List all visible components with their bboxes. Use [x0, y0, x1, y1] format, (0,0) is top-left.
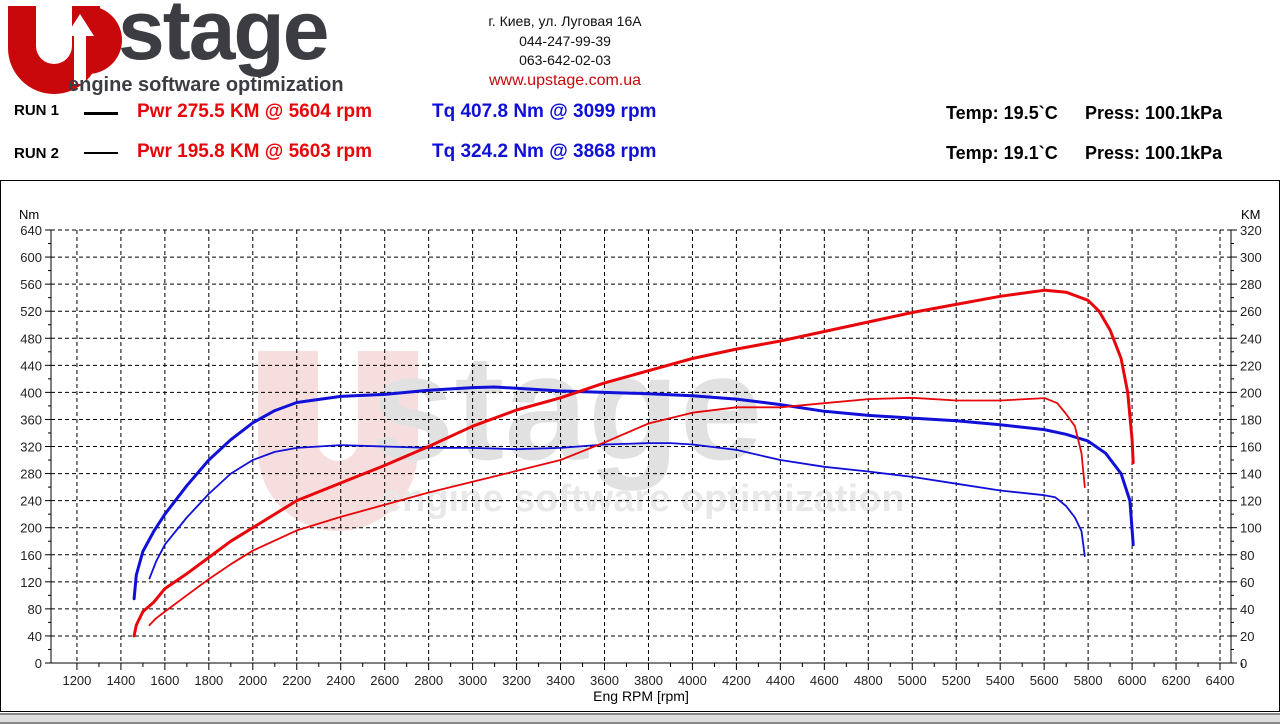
series-line-run-1-torque-nm	[132, 385, 1135, 601]
watermark-tagline: engine software optimization	[381, 478, 905, 520]
x-tick-label: 4200	[722, 673, 751, 688]
phone-2: 063-642-02-03	[519, 52, 611, 68]
x-tick-label: 5200	[942, 673, 971, 688]
x-tick-label: 3400	[546, 673, 575, 688]
y-right-tick-label: 300	[1240, 250, 1262, 265]
run2-legend-line	[84, 152, 118, 154]
x-tick-label: 6400	[1206, 673, 1235, 688]
y-left-tick-label: 120	[20, 575, 42, 590]
y-right-tick-label: 20	[1240, 629, 1254, 644]
y-right-tick-label: 60	[1240, 575, 1254, 590]
y-right-tick-label: 260	[1240, 304, 1262, 319]
x-tick-label: 3200	[502, 673, 531, 688]
logo-wordmark: stage	[118, 0, 329, 77]
y-right-tick-label: 320	[1240, 223, 1262, 238]
x-tick-label: 3000	[458, 673, 487, 688]
x-tick-label: 1400	[106, 673, 135, 688]
y-right-tick-label: 140	[1240, 467, 1262, 482]
x-tick-label: 5400	[986, 673, 1015, 688]
series-line-run-1-power-km	[132, 288, 1135, 638]
y-right-tick-label: 200	[1240, 385, 1262, 400]
series-line-run-2-torque-nm	[148, 442, 1086, 580]
y-right-tick-label: 80	[1240, 548, 1254, 563]
y-left-tick-label: 480	[20, 331, 42, 346]
x-tick-label: 6000	[1118, 673, 1147, 688]
x-tick-label: 1600	[150, 673, 179, 688]
y-left-tick-label: 160	[20, 548, 42, 563]
y-right-tick-label: 100	[1240, 521, 1262, 536]
x-tick-label: 5800	[1074, 673, 1103, 688]
x-tick-label: 4400	[766, 673, 795, 688]
x-tick-label: 5600	[1030, 673, 1059, 688]
x-tick-label: 2600	[370, 673, 399, 688]
logo-tagline: engine software optimization	[68, 74, 344, 96]
address: г. Киев, ул. Луговая 16А	[488, 13, 642, 29]
run1-label: RUN 1	[14, 102, 60, 119]
y-left-tick-label: 400	[20, 385, 42, 400]
run1-power: Pwr 275.5 KM @ 5604 rpm	[137, 101, 373, 122]
y-left-tick-label: 360	[20, 412, 42, 427]
x-tick-label: 2800	[414, 673, 443, 688]
logo-arrow-icon	[66, 14, 94, 36]
contact-block: г. Киев, ул. Луговая 16А 044-247-99-39 0…	[440, 12, 690, 90]
y-right-tick-label: 160	[1240, 440, 1262, 455]
x-tick-label: 1800	[194, 673, 223, 688]
y-right-tick-label: 280	[1240, 277, 1262, 292]
x-tick-label: 2200	[282, 673, 311, 688]
run2-power: Pwr 195.8 KM @ 5603 rpm	[137, 141, 373, 162]
y-right-tick-label: 240	[1240, 331, 1262, 346]
run2-label: RUN 2	[14, 145, 60, 162]
x-tick-label: 4000	[678, 673, 707, 688]
website-link[interactable]: www.upstage.com.ua	[488, 71, 642, 89]
bottom-border	[0, 713, 1280, 724]
y-left-label: Nm	[19, 207, 39, 222]
y-right-tick-label: 40	[1240, 602, 1254, 617]
y-left-tick-label: 320	[20, 440, 42, 455]
series-group	[132, 288, 1135, 638]
y-left-tick-label: 640	[20, 223, 42, 238]
x-tick-label: 5000	[898, 673, 927, 688]
y-left-tick-label: 200	[20, 521, 42, 536]
y-left-tick-label: 40	[28, 629, 42, 644]
run2-temp: Temp: 19.1`C	[946, 143, 1058, 163]
upstage-logo: stage engine software optimization	[6, 0, 406, 96]
y-left-tick-label: 280	[20, 467, 42, 482]
y-left-tick-label: 240	[20, 494, 42, 509]
dyno-chart: stage engine software optimization 1200 1…	[0, 180, 1280, 712]
watermark: stage engine software optimization	[258, 323, 905, 531]
y-right-tick-label: 0	[1240, 656, 1247, 671]
x-axis-label: Eng RPM [rpm]	[593, 688, 689, 704]
chart-svg: stage engine software optimization 1200 1…	[19, 207, 1262, 704]
x-tick-label: 4600	[810, 673, 839, 688]
x-tick-label: 3600	[590, 673, 619, 688]
watermark-text: stage	[371, 323, 763, 491]
y-right-tick-label: 220	[1240, 358, 1262, 373]
run1-press: Press: 100.1kPa	[1085, 103, 1223, 123]
run2-press: Press: 100.1kPa	[1085, 143, 1223, 163]
y-left-tick-label: 440	[20, 358, 42, 373]
x-tick-label: 3800	[634, 673, 663, 688]
x-tick-label: 1200	[62, 673, 91, 688]
y-left-tick-label: 80	[28, 602, 42, 617]
run1-temp: Temp: 19.5`C	[946, 103, 1058, 123]
x-tick-label: 6200	[1162, 673, 1191, 688]
run2-torque: Tq 324.2 Nm @ 3868 rpm	[432, 141, 657, 162]
axes: 1200 1400 1600 1800 2000 2200 2400 2600 2800 3000…	[20, 223, 1261, 688]
run1-torque: Tq 407.8 Nm @ 3099 rpm	[432, 101, 657, 122]
y-right-label: KM	[1241, 207, 1261, 222]
phone-1: 044-247-99-39	[519, 32, 611, 49]
x-tick-label: 2000	[238, 673, 267, 688]
y-left-tick-label: 600	[20, 250, 42, 265]
y-left-tick-label: 560	[20, 277, 42, 292]
y-left-tick-label: 520	[20, 304, 42, 319]
series-line-run-2-power-km	[148, 396, 1086, 626]
x-tick-label: 4800	[854, 673, 883, 688]
x-tick-label: 2400	[326, 673, 355, 688]
y-left-tick-label: 0	[35, 656, 42, 671]
grid	[51, 229, 1231, 663]
y-right-tick-label: 180	[1240, 412, 1262, 427]
y-right-tick-label: 120	[1240, 494, 1262, 509]
run1-legend-line	[84, 112, 118, 115]
